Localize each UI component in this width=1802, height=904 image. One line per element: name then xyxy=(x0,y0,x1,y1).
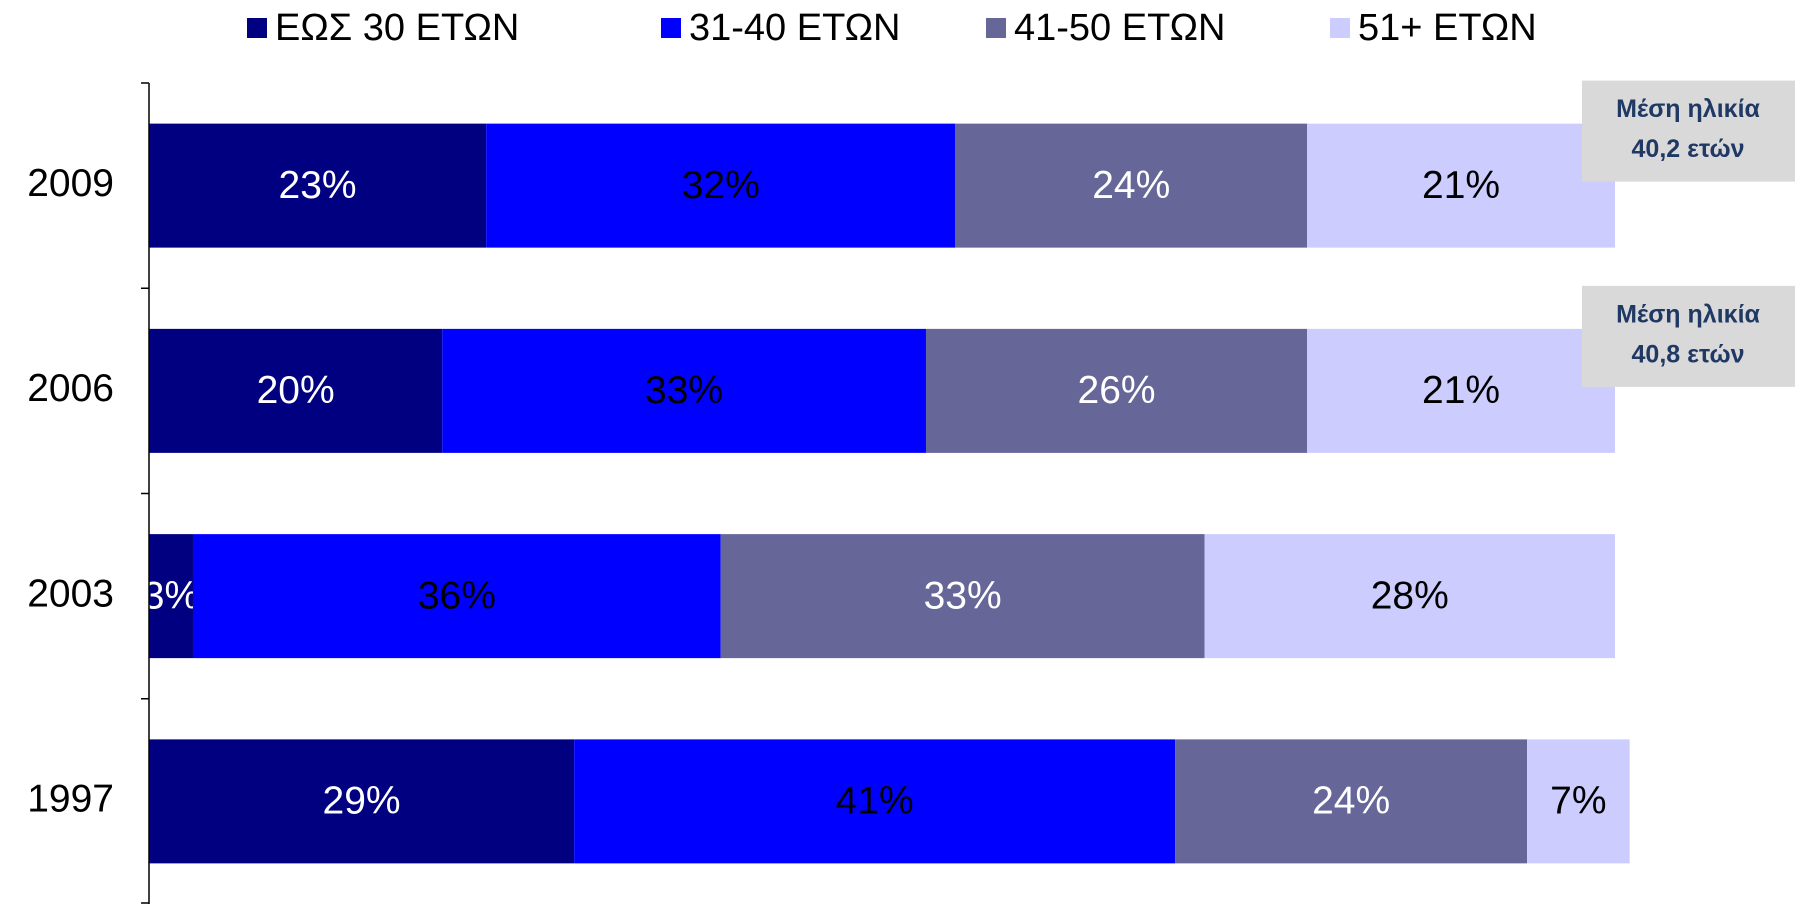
data-label: 23% xyxy=(279,164,357,207)
bar-segment xyxy=(192,534,721,659)
y-tick-label: 2009 xyxy=(27,162,114,205)
bar-segment xyxy=(1175,739,1528,864)
data-label: 33% xyxy=(645,369,723,412)
bar-segment xyxy=(1204,534,1615,659)
legend-swatch xyxy=(661,18,681,38)
bar-segment xyxy=(720,534,1205,659)
bar-segment xyxy=(1527,739,1630,864)
data-label: 29% xyxy=(323,780,401,823)
data-label: 28% xyxy=(1371,574,1449,617)
data-label: 33% xyxy=(924,574,1002,617)
bar-segment xyxy=(149,739,575,864)
y-tick-label: 2006 xyxy=(27,367,114,410)
plot: 23% 32% 24% 21% 20% 33% 26% 21% 3% 36% 33% 28% 29% 41… xyxy=(143,123,1630,864)
data-label: 41% xyxy=(836,780,914,823)
legend-swatch xyxy=(1330,18,1350,38)
bar-segment xyxy=(574,739,1176,864)
data-label: 21% xyxy=(1422,164,1500,207)
annotation-text: Μέση ηλικία xyxy=(1616,95,1760,123)
annotation-text: Μέση ηλικία xyxy=(1616,300,1760,328)
data-label: 26% xyxy=(1078,369,1156,412)
y-tick-label: 2003 xyxy=(27,572,114,615)
data-label: 24% xyxy=(1092,164,1170,207)
legend-label: ΕΩΣ 30 ΕΤΩΝ xyxy=(275,7,519,49)
data-label: 24% xyxy=(1312,780,1390,823)
legend-label: 31-40 ΕΤΩΝ xyxy=(689,7,900,49)
legend-swatch xyxy=(247,18,267,38)
bar-segment xyxy=(149,123,487,248)
data-label: 36% xyxy=(418,574,496,617)
legend-label: 41-50 ΕΤΩΝ xyxy=(1014,7,1225,49)
bar-segment xyxy=(149,328,443,453)
annotation-text: 40,8 ετών xyxy=(1632,340,1745,368)
annotation-box xyxy=(1582,285,1795,387)
bar-segment xyxy=(486,123,956,248)
data-label: 20% xyxy=(257,369,335,412)
bar-segment xyxy=(1307,328,1615,453)
legend-label: 51+ ΕΤΩΝ xyxy=(1358,7,1537,49)
data-label: 32% xyxy=(682,164,760,207)
bar-segment xyxy=(442,328,926,453)
legend-swatch xyxy=(986,18,1006,38)
bar-segment xyxy=(955,123,1308,248)
annotation-text: 40,2 ετών xyxy=(1632,135,1745,163)
annotation-box xyxy=(1582,80,1795,182)
y-tick-label: 1997 xyxy=(27,778,114,821)
data-label: 3% xyxy=(143,574,199,617)
data-label: 7% xyxy=(1550,780,1606,823)
bar-segment xyxy=(1307,123,1615,248)
bar-segment xyxy=(149,534,193,659)
bar-segment xyxy=(925,328,1308,453)
data-label: 21% xyxy=(1422,369,1500,412)
